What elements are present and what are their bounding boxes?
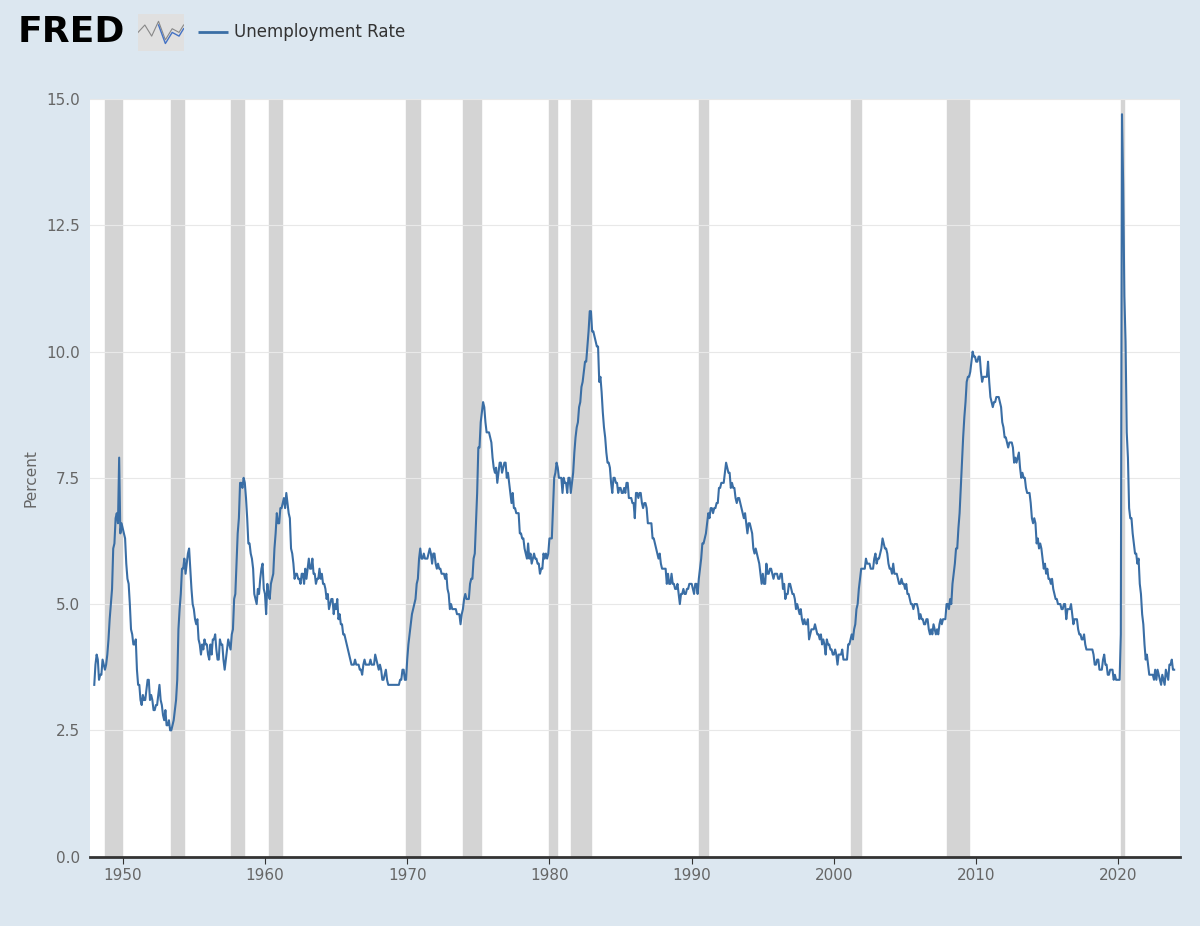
Bar [406, 99, 420, 857]
Bar [463, 99, 481, 857]
Bar [104, 99, 121, 857]
Bar [1121, 99, 1124, 857]
Bar [851, 99, 862, 857]
Bar [550, 99, 557, 857]
Bar [269, 99, 282, 857]
Bar [230, 99, 244, 857]
Bar [172, 99, 185, 857]
Bar [571, 99, 590, 857]
Text: FRED: FRED [18, 16, 125, 49]
Y-axis label: Percent: Percent [23, 449, 38, 507]
Text: Unemployment Rate: Unemployment Rate [234, 23, 406, 42]
Bar [947, 99, 970, 857]
Bar [698, 99, 708, 857]
